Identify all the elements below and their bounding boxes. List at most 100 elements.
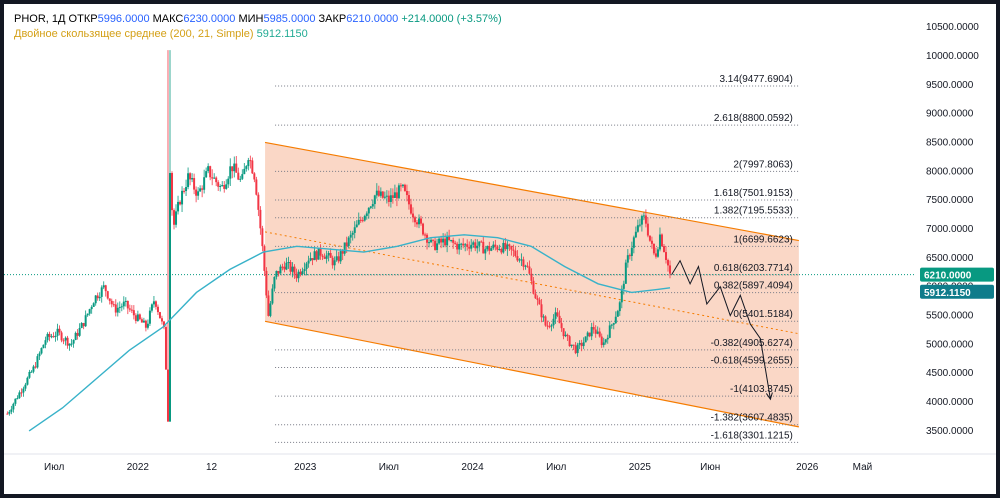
candle-body (351, 232, 354, 235)
candle-body (108, 298, 111, 301)
candle-body (438, 238, 441, 244)
x-tick-label-3: 2023 (294, 462, 317, 473)
candle-body (574, 345, 577, 354)
candle-body (88, 309, 91, 314)
y-tick-label-2: 9500.0000 (926, 80, 974, 91)
candle-body (488, 246, 491, 251)
tradingview-brand: TradingView (30, 474, 95, 487)
candle-body (187, 173, 190, 188)
candle-body (263, 246, 266, 271)
candle-body (193, 178, 196, 190)
candle-body (297, 271, 300, 279)
candle-body (221, 185, 224, 187)
candle-body (494, 244, 497, 247)
candle-body (572, 344, 575, 346)
candle-body (12, 403, 15, 410)
tradingview-watermark[interactable]: TradingView (8, 474, 95, 487)
candle-body (140, 319, 143, 323)
candle-body (309, 258, 312, 261)
candle-body (271, 288, 274, 304)
candle-body (582, 342, 585, 347)
fib-label-9: -0.382(4905.6274) (711, 338, 793, 349)
tv-logo-icon (8, 474, 26, 487)
candle-body (211, 177, 214, 179)
candle-body (345, 242, 348, 247)
chart-canvas[interactable]: 3.14(9477.6904) 2.618(8800.0592) 2(7997.80… (4, 4, 996, 494)
candle-body (624, 262, 627, 284)
candle-body (18, 392, 21, 399)
y-tick-label-14: 3500.0000 (926, 426, 974, 437)
candle-body (58, 328, 61, 333)
candle-body (335, 256, 338, 261)
candle-body (205, 171, 208, 178)
candle-body (490, 248, 493, 251)
candle-body (96, 295, 99, 299)
legend-interval[interactable]: 1Д (51, 13, 66, 25)
candle-body (347, 237, 350, 247)
candle-body (142, 320, 145, 323)
candle-body (166, 369, 169, 422)
candle-body (377, 190, 380, 196)
candle-body (620, 288, 623, 303)
candle-body (580, 342, 583, 347)
candle-body (669, 265, 672, 274)
candle-body (379, 191, 382, 196)
candle-body (470, 244, 473, 249)
candle-body (323, 256, 326, 259)
candle-body (289, 262, 292, 272)
candle-body (504, 242, 507, 250)
candle-body (46, 333, 49, 341)
candle-body (602, 342, 605, 346)
candle-body (520, 259, 523, 261)
candle-body (405, 190, 408, 196)
candle-body (225, 184, 228, 189)
candle-body (482, 241, 485, 254)
candle-body (460, 243, 463, 245)
candle-body (197, 191, 200, 196)
candle-body (38, 353, 41, 357)
candle-body (516, 256, 519, 261)
candle-body (122, 301, 125, 307)
candle-body (118, 307, 121, 309)
candle-body (136, 314, 139, 321)
x-tick-label-0: Июл (44, 462, 64, 473)
candle-body (269, 303, 272, 316)
candle-body (640, 216, 643, 225)
ma-price-badge-bg (920, 284, 994, 299)
candle-body (432, 239, 435, 241)
candle-body (546, 325, 549, 327)
channel-bottom-line (264, 320, 799, 428)
candle-body (319, 248, 322, 256)
y-tick-label-0: 10500.0000 (926, 22, 979, 33)
fib-label-10: -0.618(4599.2655) (711, 356, 793, 367)
candle-body (331, 257, 334, 266)
candle-body (395, 192, 398, 199)
candle-body (391, 195, 394, 198)
candle-body (478, 241, 481, 246)
candle-body (40, 348, 43, 354)
candle-body (564, 334, 567, 337)
candle-body (415, 222, 418, 225)
legend-ma-row[interactable]: Двойное скользящее среднее (200, 21, Sim… (14, 27, 502, 42)
candle-body (369, 206, 372, 208)
candle-body (430, 239, 433, 243)
candle-body (550, 325, 553, 327)
candle-body (401, 184, 404, 187)
candle-body (454, 242, 457, 244)
fib-label-7: 0.382(5897.4094) (714, 281, 793, 292)
legend-symbol[interactable]: PHOR (14, 13, 46, 25)
candle-body (428, 242, 431, 244)
candle-body (70, 343, 73, 345)
fib-label-6: 0.618(6203.7714) (714, 263, 793, 274)
candle-body (6, 413, 9, 415)
candle-body (80, 323, 83, 328)
candle-body (130, 309, 133, 311)
candle-body (407, 195, 410, 205)
candle-body (480, 241, 483, 243)
candle-body (313, 251, 316, 261)
candle-body (177, 201, 180, 212)
candle-body (363, 215, 366, 221)
candle-body (171, 173, 174, 211)
candle-body (604, 339, 607, 343)
candle-body (644, 215, 647, 224)
